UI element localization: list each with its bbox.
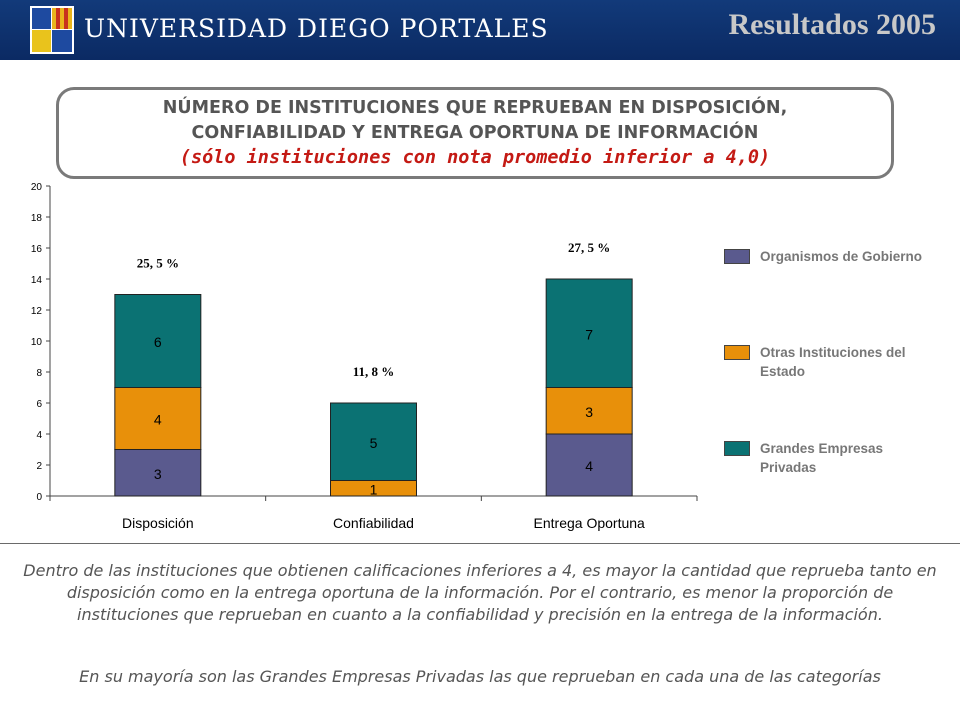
bar-segment xyxy=(545,387,633,435)
header-bar: UNIVERSIDAD DIEGO PORTALES Resultados 20… xyxy=(0,0,960,60)
bar-data-label: 4 xyxy=(154,412,162,428)
footer-paragraph-1: Dentro de las instituciones que obtienen… xyxy=(23,561,937,624)
bar-segment xyxy=(114,449,202,497)
y-tick-label: 18 xyxy=(31,213,43,224)
percentage-annotation: 25, 5 % xyxy=(137,256,179,271)
section-divider xyxy=(0,543,960,544)
y-tick-label: 8 xyxy=(36,368,42,379)
legend-label-grandes: Grandes Empresas Privadas xyxy=(760,441,884,475)
bar-segment xyxy=(114,294,202,388)
footer-paragraph-2: En su mayoría son las Grandes Empresas P… xyxy=(79,667,881,686)
page-title: Resultados 2005 xyxy=(728,8,936,41)
y-tick-label: 0 xyxy=(36,492,42,503)
bar-segment xyxy=(545,278,633,388)
bar-data-label: 4 xyxy=(585,458,593,474)
legend-swatch-organismos xyxy=(724,249,750,264)
chart-title-box: NÚMERO DE INSTITUCIONES QUE REPRUEBAN EN… xyxy=(56,87,894,179)
legend-label-otras: Otras Instituciones del Estado xyxy=(760,345,906,379)
bar-segment xyxy=(114,387,202,450)
chart-title-line-1: NÚMERO DE INSTITUCIONES QUE REPRUEBAN EN… xyxy=(162,98,788,118)
bar-data-label: 5 xyxy=(370,435,378,451)
y-tick-label: 12 xyxy=(31,306,43,317)
y-tick-label: 6 xyxy=(36,399,42,410)
y-tick-label: 14 xyxy=(31,275,43,286)
y-tick-label: 20 xyxy=(31,182,43,193)
bar-data-label: 3 xyxy=(585,404,593,420)
chart-title-line-2: CONFIABILIDAD Y ENTREGA OPORTUNA DE INFO… xyxy=(191,123,759,143)
x-category-label: Entrega Oportuna xyxy=(534,515,646,531)
x-category-label: Confiabilidad xyxy=(333,515,414,531)
y-tick-label: 4 xyxy=(36,430,42,441)
y-tick-label: 10 xyxy=(31,337,43,348)
legend-swatch-grandes xyxy=(724,441,750,456)
bar-data-label: 7 xyxy=(585,326,593,342)
chart-subtitle: (sólo instituciones con nota promedio in… xyxy=(179,147,771,168)
bar-segment xyxy=(545,433,633,497)
legend-label-organismos: Organismos de Gobierno xyxy=(760,249,923,264)
university-name: UNIVERSIDAD DIEGO PORTALES xyxy=(84,14,549,43)
bar-segment xyxy=(330,402,417,481)
y-tick-label: 16 xyxy=(31,244,43,255)
legend-swatch-otras xyxy=(724,345,750,360)
bar-data-label: 3 xyxy=(154,466,162,482)
percentage-annotation: 27, 5 % xyxy=(568,240,610,255)
university-crest-icon xyxy=(30,6,74,54)
x-category-label: Disposición xyxy=(122,515,194,531)
percentage-annotation: 11, 8 % xyxy=(353,364,395,379)
y-tick-label: 2 xyxy=(36,461,42,472)
bar-data-label: 6 xyxy=(154,334,162,350)
bar-data-label: 1 xyxy=(370,481,378,497)
